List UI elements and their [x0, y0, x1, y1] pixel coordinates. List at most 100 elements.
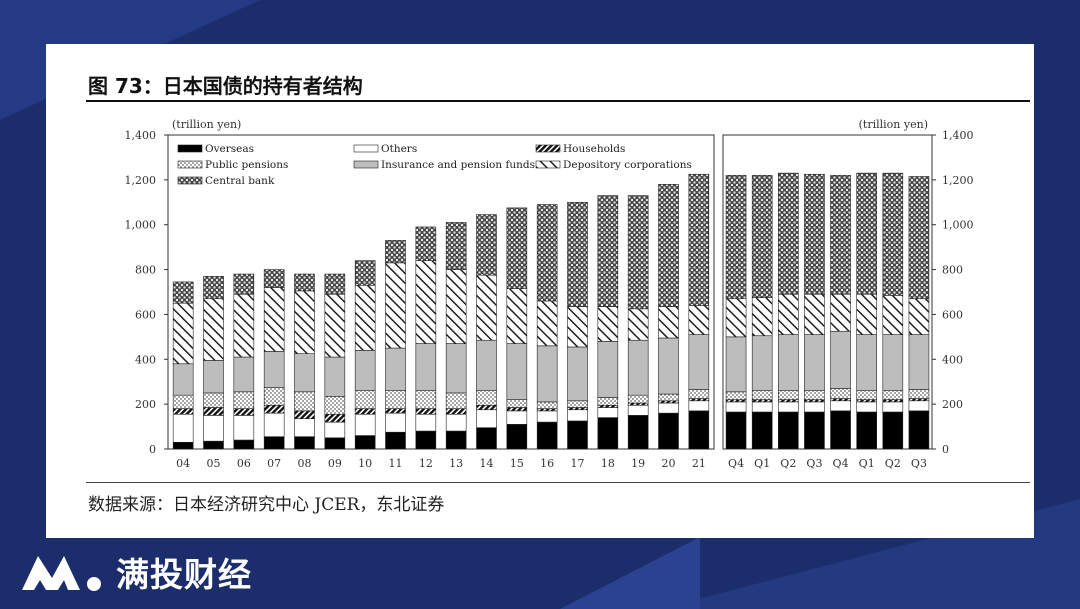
- x-tick-label: 12: [419, 457, 433, 470]
- bar-segment-overseas: [751, 411, 773, 450]
- bar-segment-depository-corporations: [263, 287, 285, 352]
- bar-segment-insurance-and-pension-funds: [567, 346, 588, 402]
- bar-segment-households: [627, 402, 649, 406]
- bar-segment-overseas: [476, 427, 497, 450]
- plot-frame: [167, 134, 715, 450]
- y-tick-label: 800: [135, 264, 156, 277]
- bar-segment-households: [233, 408, 255, 416]
- x-tick-label: 17: [571, 457, 585, 470]
- bar-segment-households: [830, 398, 851, 402]
- bar-segment-others: [856, 401, 877, 413]
- bar-segment-insurance-and-pension-funds: [172, 363, 194, 396]
- legend-swatch-depository-corporations: [535, 160, 561, 169]
- bar-segment-public-pensions: [804, 390, 825, 400]
- bar-segment-depository-corporations: [882, 295, 904, 335]
- bar-segment-insurance-and-pension-funds: [725, 336, 747, 393]
- bar-segment-households: [536, 408, 558, 412]
- bar-segment-households: [445, 408, 467, 415]
- bar-segment-others: [476, 409, 497, 428]
- bar-segment-depository-corporations: [476, 274, 497, 341]
- bar-segment-overseas: [658, 412, 679, 450]
- y-tick-label: 600: [135, 308, 156, 321]
- bar-segment-central-bank: [856, 172, 877, 295]
- bar-segment-depository-corporations: [385, 262, 406, 349]
- x-tick-label: Q1: [754, 457, 770, 470]
- bar-segment-central-bank: [445, 222, 467, 270]
- bar-segment-insurance-and-pension-funds: [908, 334, 930, 390]
- bar-segment-overseas: [324, 437, 346, 450]
- bar-segment-depository-corporations: [830, 293, 851, 332]
- bar-segment-central-bank: [415, 226, 437, 261]
- y-unit-label: (trillion yen): [172, 118, 241, 131]
- y-tick-label: 600: [942, 308, 963, 321]
- bar-segment-central-bank: [536, 204, 558, 302]
- bar-segment-overseas: [688, 410, 710, 450]
- bar-segment-central-bank: [627, 195, 649, 310]
- bar-segment-public-pensions: [476, 390, 497, 406]
- bar-segment-depository-corporations: [658, 306, 679, 339]
- bar-segment-households: [778, 399, 799, 403]
- figure-panel: 图 73：日本国债的持有者结构 0 0 200 200 400 400 600 600 800 8…: [46, 44, 1034, 538]
- bar-segment-depository-corporations: [725, 298, 747, 338]
- bar-segment-overseas: [627, 415, 649, 450]
- bar-segment-households: [263, 404, 285, 414]
- y-tick-label: 1,200: [942, 174, 974, 187]
- bar-segment-public-pensions: [567, 400, 588, 408]
- bar-segment-central-bank: [778, 172, 799, 295]
- bar-segment-others: [830, 400, 851, 412]
- bar-segment-public-pensions: [751, 390, 773, 400]
- bar-segment-others: [908, 400, 930, 412]
- bar-segment-public-pensions: [263, 387, 285, 406]
- bar-segment-public-pensions: [830, 388, 851, 399]
- bar-segment-public-pensions: [536, 401, 558, 409]
- brand-name: 满投财经: [116, 555, 252, 594]
- legend-label: Insurance and pension funds: [381, 159, 535, 171]
- bar-segment-others: [778, 401, 799, 413]
- bar-segment-households: [203, 407, 224, 416]
- bar-segment-insurance-and-pension-funds: [445, 343, 467, 394]
- bar-segment-insurance-and-pension-funds: [778, 334, 799, 391]
- bar-segment-overseas: [415, 430, 437, 450]
- bar-segment-insurance-and-pension-funds: [882, 334, 904, 391]
- bar-segment-depository-corporations: [203, 298, 224, 361]
- bar-segment-others: [294, 418, 315, 437]
- bar-segment-overseas: [856, 411, 877, 450]
- bar-segment-households: [751, 399, 773, 403]
- y-tick-label: 800: [942, 264, 963, 277]
- legend-label: Depository corporations: [563, 159, 692, 171]
- bar-segment-households: [415, 408, 437, 415]
- bar-segment-overseas: [567, 420, 588, 450]
- bar-segment-others: [882, 401, 904, 413]
- bar-segment-households: [294, 410, 315, 420]
- bar-segment-overseas: [778, 411, 799, 450]
- x-tick-label: 14: [480, 457, 494, 470]
- legend-swatch-households: [535, 144, 561, 153]
- title-rule: [86, 100, 1030, 102]
- bar-segment-households: [908, 398, 930, 402]
- x-tick-label: Q1: [859, 457, 875, 470]
- legend-label: Households: [563, 143, 625, 155]
- bar-segment-households: [385, 408, 406, 414]
- legend-swatch-central-bank: [177, 176, 203, 185]
- bar-segment-others: [506, 410, 528, 425]
- bar-segment-public-pensions: [172, 394, 194, 409]
- bar-segment-others: [233, 415, 255, 441]
- bar-segment-depository-corporations: [536, 300, 558, 347]
- y-tick-label: 1,400: [942, 129, 974, 142]
- x-tick-label: 10: [358, 457, 372, 470]
- footer-rule: [86, 482, 1030, 483]
- bar-segment-households: [324, 413, 346, 423]
- bar-segment-insurance-and-pension-funds: [536, 345, 558, 403]
- bar-segment-depository-corporations: [804, 293, 825, 335]
- bar-segment-others: [597, 407, 619, 418]
- legend-swatch-public-pensions: [177, 160, 203, 169]
- bar-segment-public-pensions: [597, 397, 619, 406]
- x-tick-label: Q4: [728, 457, 744, 470]
- bar-segment-insurance-and-pension-funds: [804, 334, 825, 391]
- y-tick-label: 1,200: [125, 174, 157, 187]
- bar-segment-others: [385, 412, 406, 433]
- legend-label: Public pensions: [205, 159, 288, 171]
- bar-segment-others: [751, 401, 773, 413]
- bar-segment-public-pensions: [627, 394, 649, 404]
- bar-segment-households: [658, 400, 679, 404]
